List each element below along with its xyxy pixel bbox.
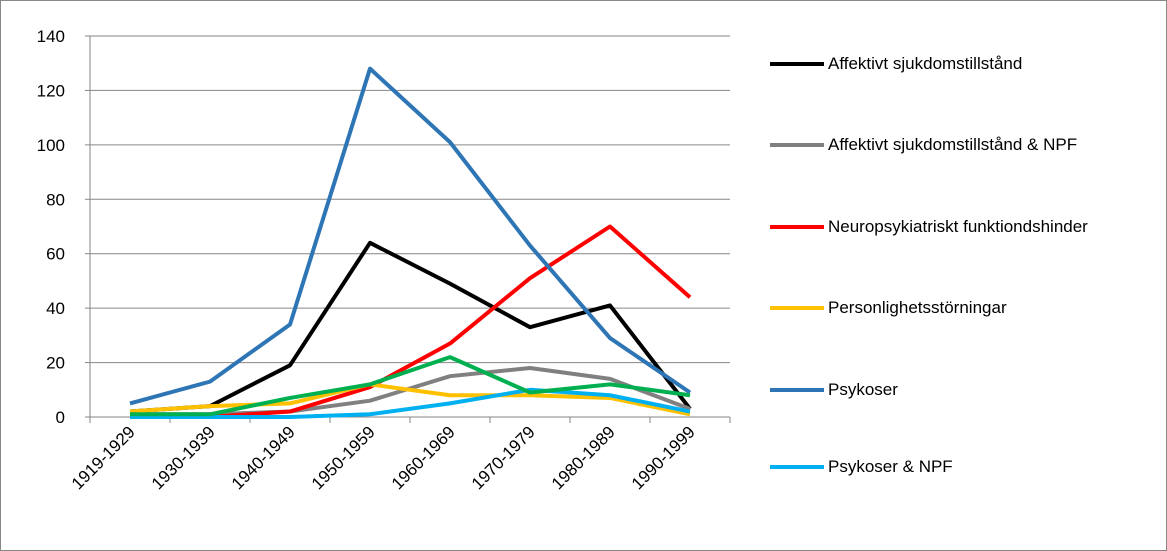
x-tick-label: 1990-1999 (628, 422, 699, 493)
x-tick-label: 1970-1979 (468, 422, 539, 493)
legend-label: Psykoser & NPF (828, 457, 953, 476)
series-line (130, 355, 691, 417)
legend-swatch (770, 62, 824, 66)
x-tick-label: 1930-1939 (148, 422, 219, 493)
series-line (129, 382, 691, 417)
legend-swatch (770, 225, 824, 229)
legend-swatch (770, 465, 824, 469)
legend: Affektivt sjukdomstillstånd Affektivt sju… (770, 0, 1160, 551)
legend-entry: Psykoser & NPF (770, 453, 1155, 480)
legend-swatch (770, 388, 824, 392)
y-tick-label: 100 (37, 136, 65, 155)
legend-entry: Personlighetsstörningar (770, 294, 1155, 321)
legend-label: Affektivt sjukdomstillstånd (828, 54, 1023, 73)
y-tick-label: 40 (46, 299, 65, 318)
series-line (129, 66, 692, 406)
y-tick-label: 80 (46, 190, 65, 209)
x-tick-label: 1950-1959 (308, 422, 379, 493)
x-tick-label: 1919-1929 (68, 422, 139, 493)
series-line (130, 387, 691, 419)
y-tick-label: 120 (37, 81, 65, 100)
legend-label: Psykoser (828, 380, 898, 399)
x-tick-label: 1960-1969 (388, 422, 459, 493)
legend-entry: Affektivt sjukdomstillstånd & NPF (770, 131, 1155, 158)
y-tick-label: 20 (46, 354, 65, 373)
y-tick-label: 60 (46, 245, 65, 264)
legend-swatch (770, 306, 824, 310)
y-tick-label: 140 (37, 27, 65, 46)
x-tick-label: 1940-1949 (228, 422, 299, 493)
legend-swatch (770, 143, 824, 147)
legend-entry: Neuropsykiatriskt funktiondshinder (770, 213, 1155, 240)
series-line (129, 240, 692, 414)
y-tick-label: 0 (56, 408, 65, 427)
legend-label: Personlighetsstörningar (828, 298, 1007, 317)
legend-label: Affektivt sjukdomstillstånd & NPF (828, 135, 1078, 154)
legend-entry: Psykoser (770, 376, 1155, 403)
legend-entry: Affektivt sjukdomstillstånd (770, 50, 1155, 77)
legend-label: Neuropsykiatriskt funktiondshinder (828, 217, 1088, 236)
x-tick-label: 1980-1989 (548, 422, 619, 493)
